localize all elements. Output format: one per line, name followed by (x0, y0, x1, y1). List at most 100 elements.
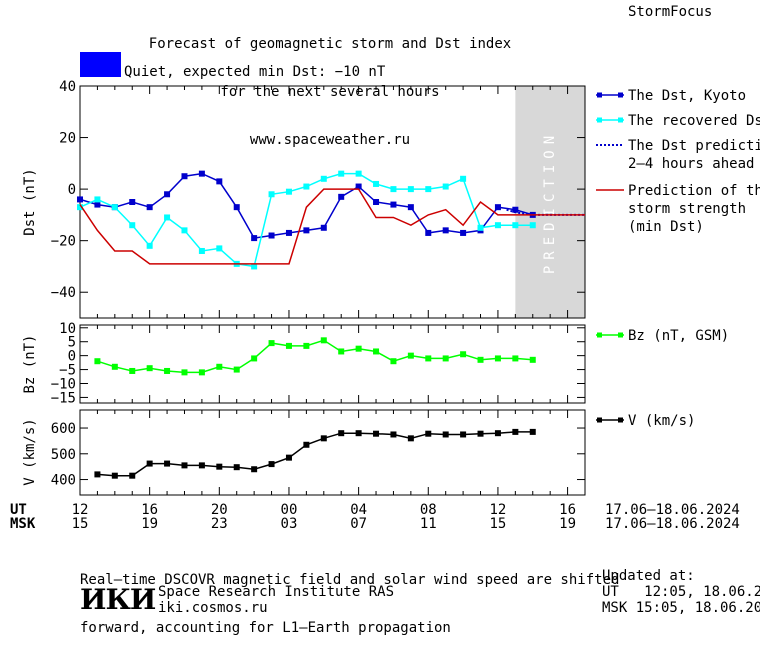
legend-marker (597, 332, 602, 338)
data-point (442, 431, 449, 438)
data-point (285, 454, 292, 461)
data-point (94, 201, 101, 208)
data-point (425, 430, 432, 437)
legend-label: The Dst, Kyoto (628, 88, 746, 104)
institute-name: Space Research Institute RAS (158, 584, 395, 600)
data-point (233, 204, 240, 211)
data-point (494, 204, 501, 211)
msk-tick-label: 15 (72, 516, 89, 532)
data-point (477, 430, 484, 437)
brand-label: StormFocus (628, 4, 713, 20)
data-point (164, 191, 171, 198)
institute-site[interactable]: iki.cosmos.ru (158, 600, 268, 616)
data-point (355, 430, 362, 437)
data-point (111, 472, 118, 479)
y-tick-label: −10 (51, 377, 76, 393)
data-point (320, 175, 327, 182)
data-point (146, 365, 153, 372)
data-point (285, 188, 292, 195)
title-line-3: www.spaceweather.ru (249, 132, 411, 148)
legend-label: Prediction of the (628, 183, 760, 199)
data-point (338, 430, 345, 437)
data-point (425, 186, 432, 193)
series-line (97, 431, 533, 477)
data-point (338, 348, 345, 355)
data-point (373, 180, 380, 187)
data-point (164, 460, 171, 467)
y-axis-label: V (km/s) (22, 418, 38, 485)
legend-label: (min Dst) (628, 219, 704, 235)
y-tick-label: −20 (51, 234, 76, 250)
legend-label: The recovered Dst (628, 113, 760, 129)
legend-marker (597, 92, 602, 98)
data-point (442, 183, 449, 190)
data-point (216, 463, 223, 470)
data-point (460, 351, 467, 358)
data-point (164, 367, 171, 374)
ut-tick-label: 12 (72, 502, 89, 518)
data-point (216, 245, 223, 252)
legend-marker (618, 117, 623, 123)
data-point (303, 342, 310, 349)
note-line-1: Real–time DSCOVR magnetic field and sola… (80, 572, 620, 588)
ut-tick-label: 20 (211, 502, 228, 518)
data-point (407, 204, 414, 211)
y-tick-label: −5 (59, 363, 76, 379)
data-point (77, 204, 83, 211)
y-tick-label: 0 (68, 349, 76, 365)
data-point (320, 435, 327, 442)
series-line (79, 188, 585, 265)
data-point (338, 193, 345, 200)
data-point (181, 227, 188, 234)
ut-tick-label: 16 (141, 502, 158, 518)
data-point (303, 227, 310, 234)
legend-label: The Dst prediction (628, 138, 760, 154)
title-line-1: Forecast of geomagnetic storm and Dst in… (148, 36, 512, 52)
status-swatch (80, 52, 121, 77)
msk-tick-label: 19 (141, 516, 158, 532)
data-point (512, 355, 519, 362)
data-point (198, 462, 205, 469)
data-point (216, 363, 223, 370)
data-point (512, 222, 519, 229)
data-point (251, 263, 258, 270)
data-point (407, 186, 414, 193)
data-point (407, 352, 414, 359)
data-point (355, 170, 362, 177)
data-point (460, 431, 467, 438)
data-point (129, 367, 136, 374)
msk-date-range: 17.06–18.06.2024 (605, 516, 740, 532)
data-point (338, 170, 345, 177)
data-point (407, 435, 414, 442)
data-point (181, 173, 188, 180)
data-point (512, 428, 519, 435)
data-point (373, 430, 380, 437)
ut-tick-label: 00 (281, 502, 298, 518)
data-point (477, 356, 484, 363)
data-point (94, 196, 101, 203)
legend-marker (618, 417, 623, 423)
data-point (460, 229, 467, 236)
chart-title: Forecast of geomagnetic storm and Dst in… (100, 4, 560, 164)
y-tick-label: 600 (51, 421, 76, 437)
data-point (529, 356, 536, 363)
title-line-2: for the next several hours (220, 84, 440, 100)
data-point (477, 224, 484, 231)
msk-tick-label: 19 (559, 516, 576, 532)
data-point (442, 227, 449, 234)
data-point (425, 355, 432, 362)
y-tick-label: −15 (51, 390, 76, 406)
data-point (146, 242, 153, 249)
data-point (320, 224, 327, 231)
data-point (146, 460, 153, 467)
data-point (129, 472, 136, 479)
prediction-band-label: PREDICTION (542, 130, 558, 274)
data-point (529, 428, 536, 435)
prediction-band (515, 86, 585, 318)
msk-tick-label: 23 (211, 516, 228, 532)
panel-frame (79, 409, 586, 496)
note-line-2: forward, accounting for L1–Earth propaga… (80, 620, 451, 636)
ut-tick-label: 12 (490, 502, 507, 518)
data-point (494, 222, 501, 229)
data-point (216, 178, 223, 185)
